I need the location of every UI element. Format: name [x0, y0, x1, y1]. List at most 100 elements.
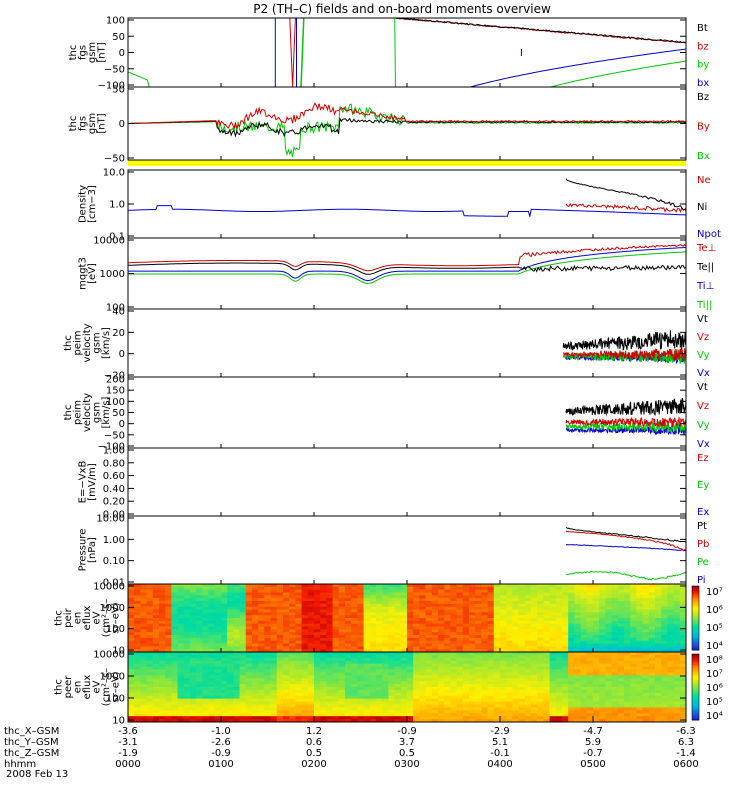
heatmap-cell [283, 704, 290, 709]
heatmap-cell [655, 657, 662, 662]
heatmap-cell [140, 678, 148, 682]
heatmap-cell [506, 704, 513, 709]
heatmap-cell [407, 601, 414, 605]
heatmap-cell [289, 603, 296, 608]
heatmap-cell [679, 595, 686, 599]
heatmap-cell [413, 675, 420, 679]
heatmap-cell [562, 657, 569, 662]
heatmap-cell [624, 660, 631, 665]
heatmap-cell [245, 598, 253, 602]
heatmap-cell [301, 678, 309, 682]
heatmap-cell [270, 660, 278, 665]
colorbar-cell [692, 603, 699, 606]
heatmap-cell [568, 695, 575, 700]
heatmap-cell [357, 592, 365, 596]
heatmap-cell [171, 635, 179, 639]
heatmap-cell [326, 675, 334, 679]
heatmap-cell [245, 603, 253, 608]
heatmap-cell [642, 657, 650, 662]
heatmap-cell [264, 640, 272, 645]
heatmap-cell [177, 615, 185, 619]
heatmap-cell [438, 589, 445, 594]
heatmap-cell [146, 603, 154, 608]
heatmap-cell [462, 623, 470, 628]
heatmap-cell [357, 601, 365, 605]
heatmap-cell [165, 586, 172, 591]
heatmap-cell [301, 719, 309, 722]
heatmap-cell [400, 663, 408, 668]
heatmap-cell [245, 716, 253, 720]
heatmap-cell [661, 643, 668, 647]
heatmap-cell [245, 626, 253, 630]
heatmap-cell [605, 612, 613, 616]
heatmap-cell [134, 663, 141, 668]
heatmap-cell [456, 684, 464, 688]
heatmap-cell [599, 716, 606, 720]
heatmap-cell [221, 689, 228, 694]
heatmap-cell [518, 707, 526, 711]
heatmap-cell [580, 609, 588, 613]
heatmap-cell [152, 586, 160, 591]
heatmap-cell [388, 595, 396, 599]
heatmap-cell [202, 701, 210, 706]
heatmap-cell [605, 689, 613, 694]
heatmap-cell [146, 626, 154, 630]
heatmap-cell [270, 689, 278, 694]
heatmap-cell [456, 695, 464, 700]
heatmap-cell [518, 646, 526, 650]
heatmap-cell [431, 606, 439, 611]
heatmap-cell [258, 672, 265, 676]
heatmap-cell [549, 672, 557, 676]
heatmap-cell [630, 666, 637, 671]
heatmap-cell [400, 603, 408, 608]
heatmap-cell [289, 629, 296, 633]
heatmap-cell [444, 681, 451, 685]
heatmap-cell [388, 666, 396, 671]
heatmap-cell [673, 637, 681, 642]
heatmap-cell [431, 603, 439, 608]
heatmap-cell [673, 643, 681, 647]
heatmap-cell [394, 612, 402, 616]
heatmap-cell [555, 704, 563, 709]
heatmap-cell [611, 704, 619, 709]
heatmap-cell [562, 695, 569, 700]
heatmap-cell [345, 660, 352, 665]
heatmap-cell [648, 615, 656, 619]
colorbar-frame [691, 653, 700, 721]
heatmap-cell [326, 689, 334, 694]
heatmap-cell [667, 595, 675, 599]
heatmap-cell [239, 695, 247, 700]
heatmap-cell [252, 710, 259, 714]
heatmap-cell [165, 589, 172, 594]
heatmap-cell [444, 646, 451, 650]
heatmap-cell [568, 618, 575, 622]
series-line [562, 330, 686, 352]
heatmap-cell [214, 692, 222, 697]
heatmap-cell [580, 695, 588, 700]
y-label-line: gsm [92, 332, 103, 353]
heatmap-cell [314, 592, 321, 596]
heatmap-cell [314, 623, 321, 628]
heatmap-cell [500, 684, 507, 688]
heatmap-cell [320, 612, 327, 616]
y-tick-label: 50 [112, 32, 125, 43]
heatmap-cell [605, 669, 613, 674]
heatmap-cell [636, 701, 644, 706]
y-label-line: (cm²–s– [101, 668, 112, 706]
heatmap-cell [419, 687, 427, 691]
heatmap-cell [642, 592, 650, 596]
heatmap-cell [673, 675, 681, 679]
heatmap-cell [673, 710, 681, 714]
heatmap-cell [159, 615, 166, 619]
heatmap-cell [431, 689, 439, 694]
heatmap-cell [537, 649, 544, 652]
heatmap-cell [369, 640, 377, 645]
heatmap-cell [376, 687, 383, 691]
heatmap-cell [301, 629, 309, 633]
heatmap-cell [537, 601, 544, 605]
colorbar-tick: 10⁴ [706, 711, 723, 722]
heatmap-cell [630, 592, 637, 596]
heatmap-cell [332, 707, 340, 711]
heatmap-cell [462, 586, 470, 591]
